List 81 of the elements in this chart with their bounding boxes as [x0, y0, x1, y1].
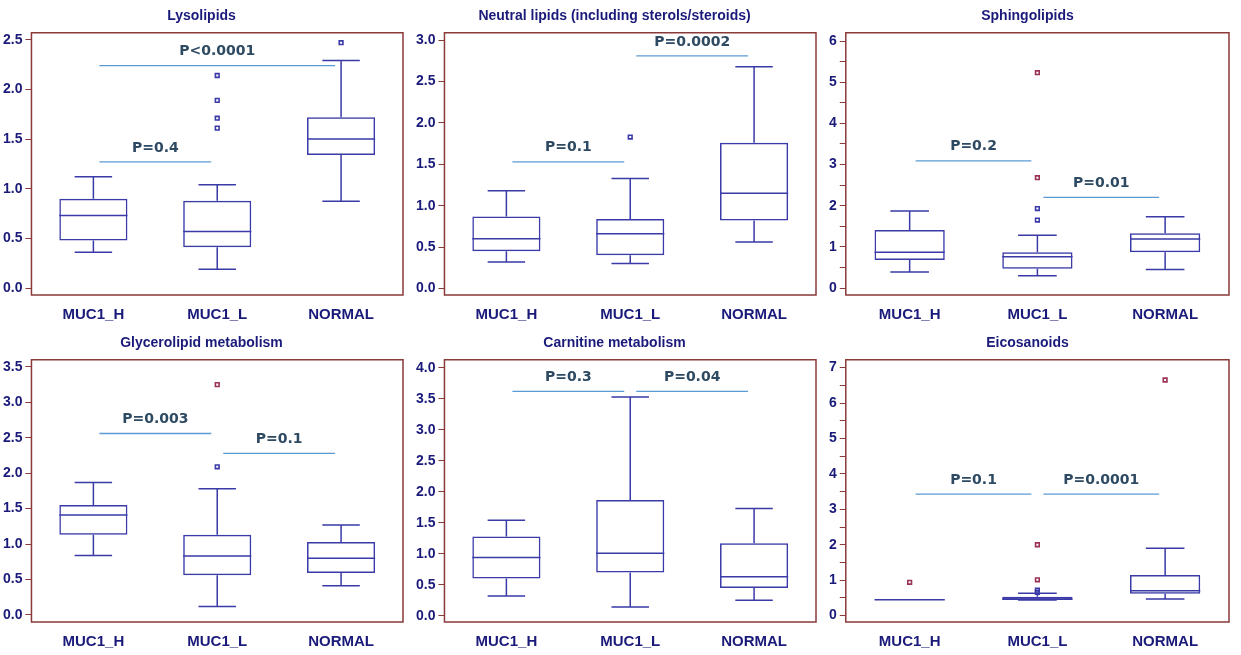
y-tick-label: 6	[828, 31, 837, 48]
x-tick-label: MUC1_L	[1007, 305, 1068, 323]
y-tick-label: 0.5	[2, 229, 23, 246]
y-tick-label: 1	[828, 237, 837, 254]
y-tick-label: 2.5	[415, 451, 436, 468]
y-tick-label: 2.0	[415, 113, 436, 130]
y-tick-label: 2.5	[2, 428, 23, 445]
y-tick-label: 1.5	[2, 499, 23, 516]
y-tick-label: 5	[828, 73, 837, 90]
annotation: P=0.1	[950, 470, 997, 487]
y-tick-label: 2.5	[2, 30, 23, 47]
y-tick-label: 0.0	[415, 279, 436, 296]
annotation: P=0.01	[1072, 174, 1130, 191]
chart-title: Sphingolipids	[981, 7, 1074, 24]
y-tick-label: 0	[828, 278, 837, 295]
x-tick-label: MUC1_H	[878, 632, 941, 650]
x-tick-label: MUC1_H	[62, 305, 125, 323]
x-tick-label: MUC1_H	[878, 305, 941, 323]
y-tick-label: 2	[828, 196, 837, 213]
y-tick-label: 7	[828, 358, 837, 375]
annotation: P=0.3	[544, 368, 592, 385]
y-tick-label: 0	[828, 606, 837, 623]
chart-title: Carnitine metabolism	[543, 334, 686, 351]
x-tick-label: MUC1_H	[475, 305, 538, 323]
annotation: P=0.0001	[1063, 470, 1140, 487]
y-tick-label: 2.5	[415, 72, 436, 89]
x-tick-label: NORMAL	[721, 632, 787, 650]
annotation: P=0.003	[122, 410, 189, 427]
y-tick-label: 1.0	[415, 544, 436, 561]
x-tick-label: MUC1_L	[187, 305, 248, 323]
y-tick-label: 3.0	[2, 393, 23, 410]
y-tick-label: 2	[828, 535, 837, 552]
annotation: P<0.0001	[179, 42, 256, 59]
x-tick-label: MUC1_H	[475, 632, 538, 650]
y-tick-label: 3.0	[415, 31, 436, 48]
chart-title: Glycerolipid metabolism	[120, 334, 283, 351]
y-tick-label: 1.0	[2, 534, 23, 551]
y-tick-label: 4.0	[415, 358, 436, 375]
y-tick-label: 3	[828, 155, 837, 172]
annotation: P=0.4	[131, 138, 179, 155]
x-tick-label: NORMAL	[308, 632, 374, 650]
x-tick-label: MUC1_H	[62, 632, 125, 650]
y-tick-label: 1.5	[415, 155, 436, 172]
y-tick-label: 0.0	[2, 278, 23, 295]
y-tick-label: 0.5	[415, 237, 436, 254]
annotation: P=0.04	[663, 368, 721, 385]
y-tick-label: 0.5	[2, 570, 23, 587]
x-tick-label: NORMAL	[308, 305, 374, 323]
x-tick-label: MUC1_L	[1007, 632, 1068, 650]
annotation: P=0.1	[255, 429, 303, 446]
y-tick-label: 3	[828, 500, 837, 517]
annotation: P=0.0002	[654, 32, 731, 49]
y-tick-label: 1.5	[2, 129, 23, 146]
y-tick-label: 4	[828, 114, 837, 131]
y-tick-label: 0.0	[415, 606, 436, 623]
y-tick-label: 4	[828, 464, 837, 481]
x-tick-label: NORMAL	[1132, 305, 1199, 323]
y-tick-label: 0.5	[415, 575, 436, 592]
y-tick-label: 6	[828, 393, 837, 410]
y-tick-label: 2.0	[2, 80, 23, 97]
chart-title: Lysolipids	[167, 7, 237, 24]
annotation: P=0.2	[950, 137, 997, 154]
y-tick-label: 0.0	[2, 605, 23, 622]
y-tick-label: 1	[828, 571, 837, 588]
y-tick-label: 3.5	[2, 357, 23, 374]
y-tick-label: 5	[828, 429, 837, 446]
y-tick-label: 3.0	[415, 420, 436, 437]
annotation: P=0.1	[544, 138, 592, 155]
y-tick-label: 2.0	[415, 482, 436, 499]
y-tick-label: 2.0	[2, 464, 23, 481]
x-tick-label: NORMAL	[721, 305, 787, 323]
x-tick-label: MUC1_L	[600, 632, 661, 650]
y-tick-label: 1.0	[2, 179, 23, 196]
x-tick-label: NORMAL	[1132, 632, 1199, 650]
chart-title: Neutral lipids (including sterols/steroids)	[478, 7, 751, 24]
x-tick-label: MUC1_L	[187, 632, 248, 650]
x-tick-label: MUC1_L	[600, 305, 661, 323]
chart-title: Eicosanoids	[986, 334, 1069, 351]
y-tick-label: 3.5	[415, 389, 436, 406]
y-tick-label: 1.0	[415, 196, 436, 213]
y-tick-label: 1.5	[415, 513, 436, 530]
